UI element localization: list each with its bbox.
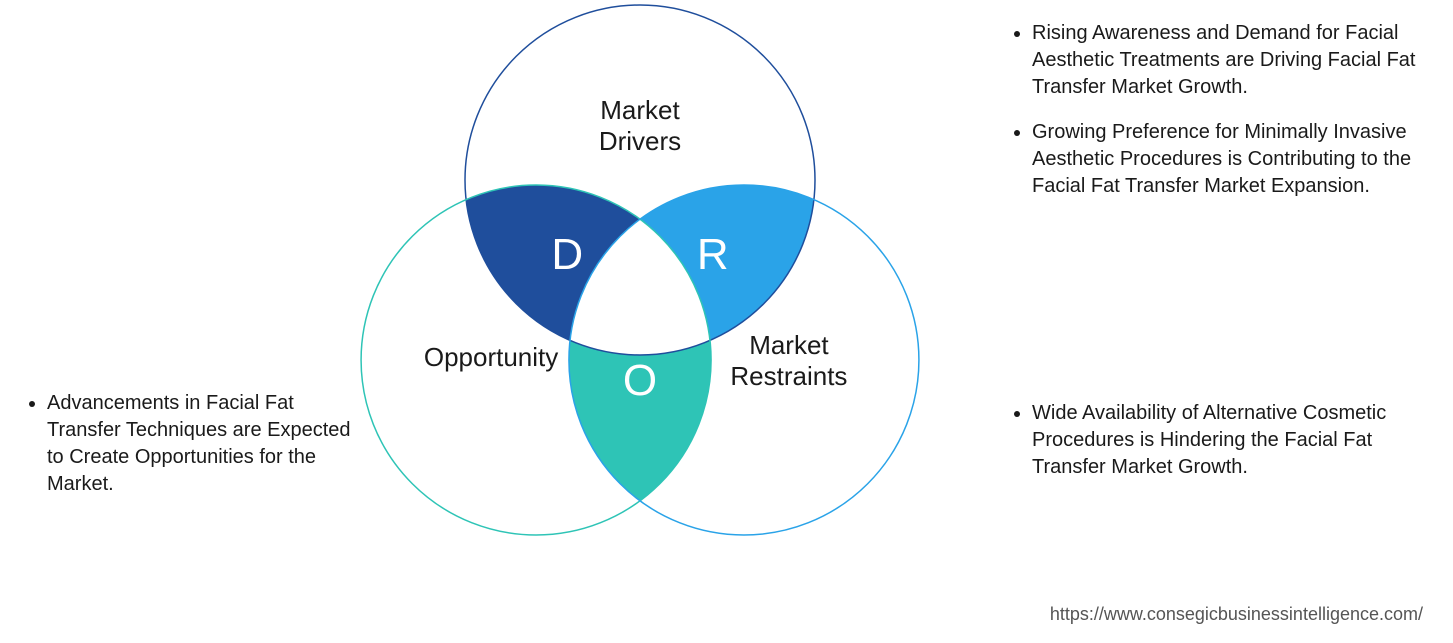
opportunity-bullets: Advancements in Facial Fat Transfer Tech… [25, 390, 365, 516]
bullet-item: Rising Awareness and Demand for Facial A… [1010, 20, 1430, 101]
drivers-bullets: Rising Awareness and Demand for Facial A… [1010, 20, 1430, 218]
attribution-text: https://www.consegicbusinessintelligence… [1050, 604, 1423, 625]
venn-label-drivers: MarketDrivers [520, 95, 760, 157]
venn-letter-o: O [610, 356, 670, 406]
venn-label-opportunity: Opportunity [371, 342, 611, 373]
diagram-canvas: MarketDrivers Opportunity MarketRestrain… [0, 0, 1453, 643]
bullet-item: Growing Preference for Minimally Invasiv… [1010, 119, 1430, 200]
venn-letter-r: R [683, 230, 743, 280]
bullet-item: Wide Availability of Alternative Cosmeti… [1010, 400, 1430, 481]
venn-label-restraints: MarketRestraints [669, 330, 909, 392]
bullet-item: Advancements in Facial Fat Transfer Tech… [25, 390, 365, 498]
venn-letter-d: D [537, 230, 597, 280]
restraints-bullets: Wide Availability of Alternative Cosmeti… [1010, 400, 1430, 499]
